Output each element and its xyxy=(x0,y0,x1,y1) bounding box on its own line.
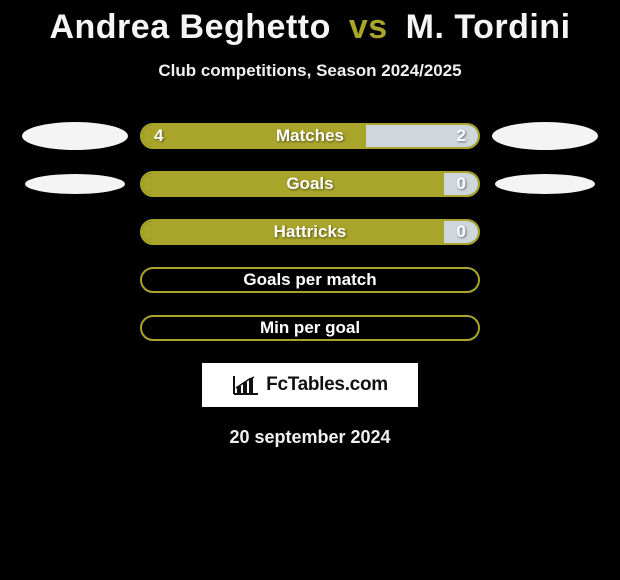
player2-name: M. Tordini xyxy=(406,8,571,46)
stat-bar: Matches4 2 xyxy=(140,123,480,149)
comparison-chart: Matches42Goals0Hattricks0Goals per match… xyxy=(0,123,620,341)
bar-chart-icon xyxy=(232,374,260,396)
subtitle: Club competitions, Season 2024/2025 xyxy=(0,61,620,81)
stat-label: Matches xyxy=(142,125,478,147)
ellipse-icon xyxy=(492,122,598,150)
left-ellipse-slot xyxy=(10,122,140,150)
ellipse-icon xyxy=(25,174,125,194)
stat-value-left: 4 xyxy=(154,125,163,147)
ellipse-icon xyxy=(495,174,595,194)
stat-label: Goals per match xyxy=(142,269,478,291)
vs-label: vs xyxy=(349,8,388,46)
logo-text: FcTables.com xyxy=(266,374,388,396)
stat-label: Goals xyxy=(142,173,478,195)
stat-row: Matches4 2 xyxy=(0,123,620,149)
logo-box: FcTables.com xyxy=(202,363,418,407)
stat-value-right: 0 xyxy=(457,221,466,243)
stat-bar: Goals0 xyxy=(140,171,480,197)
stat-row: Hattricks0 xyxy=(0,219,620,245)
stat-row: Goals per match xyxy=(0,267,620,293)
stat-bar: Hattricks0 xyxy=(140,219,480,245)
stat-value-right: 0 xyxy=(457,173,466,195)
ellipse-icon xyxy=(22,122,128,150)
date-label: 20 september 2024 xyxy=(0,427,620,448)
stat-row: Min per goal xyxy=(0,315,620,341)
stat-label: Hattricks xyxy=(142,221,478,243)
stat-row: Goals0 xyxy=(0,171,620,197)
right-ellipse-slot xyxy=(480,174,610,194)
stat-bar: Goals per match xyxy=(140,267,480,293)
page-title: Andrea Beghetto vs M. Tordini xyxy=(0,0,620,47)
stat-value-right: 2 xyxy=(457,125,466,147)
player1-name: Andrea Beghetto xyxy=(49,8,330,46)
stat-label: Min per goal xyxy=(142,317,478,339)
right-ellipse-slot xyxy=(480,122,610,150)
left-ellipse-slot xyxy=(10,174,140,194)
stat-bar: Min per goal xyxy=(140,315,480,341)
